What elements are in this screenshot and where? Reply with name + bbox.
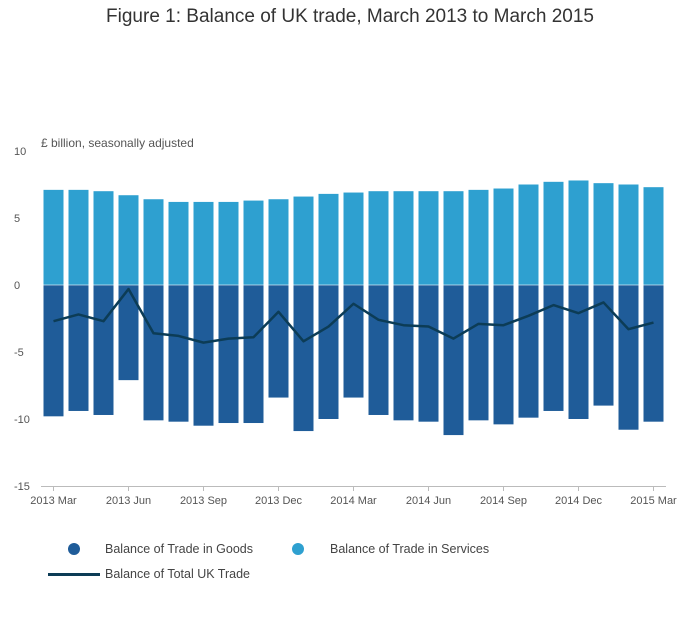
x-tick-label: 2014 Dec <box>555 495 603 507</box>
bar-goods <box>268 285 289 398</box>
chart-title: Figure 1: Balance of UK trade, March 201… <box>106 6 594 27</box>
bar-services <box>93 191 114 285</box>
bar-goods <box>243 285 264 424</box>
bar-goods <box>418 285 439 422</box>
legend-total-swatch <box>48 573 100 576</box>
x-tick-label: 2013 Dec <box>255 495 303 507</box>
bar-goods <box>143 285 164 421</box>
bar-goods <box>543 285 564 411</box>
y-tick-label: -15 <box>14 481 30 493</box>
bar-goods <box>518 285 539 418</box>
y-tick-label: 10 <box>14 146 26 158</box>
y-tick-label: -10 <box>14 414 30 426</box>
bar-goods <box>468 285 489 421</box>
x-tick-label: 2014 Jun <box>406 495 451 507</box>
legend-services-swatch <box>292 543 304 555</box>
y-tick-label: 5 <box>14 213 20 225</box>
bar-goods <box>343 285 364 398</box>
bar-services <box>118 195 139 285</box>
bar-services <box>568 180 589 285</box>
bar-goods <box>43 285 64 417</box>
x-tick-label: 2013 Jun <box>106 495 151 507</box>
bar-services <box>518 184 539 285</box>
bar-goods <box>293 285 314 432</box>
x-tick-label: 2015 Mar <box>630 495 677 507</box>
bar-goods <box>618 285 639 430</box>
bar-services <box>418 191 439 285</box>
bar-goods <box>643 285 664 422</box>
bar-services <box>393 191 414 285</box>
bar-goods <box>318 285 339 419</box>
bar-services <box>43 189 64 285</box>
bar-goods <box>593 285 614 406</box>
bar-goods <box>568 285 589 419</box>
bar-services <box>593 183 614 285</box>
bar-services <box>143 199 164 285</box>
bar-services <box>618 184 639 285</box>
bar-services <box>318 193 339 285</box>
x-tick-label: 2013 Sep <box>180 495 227 507</box>
bar-goods <box>218 285 239 424</box>
bar-goods <box>93 285 114 415</box>
bar-goods <box>443 285 464 436</box>
y-tick-label: 0 <box>14 280 20 292</box>
y-axis-unit-label: £ billion, seasonally adjusted <box>41 136 194 150</box>
bar-services <box>268 199 289 285</box>
bar-services <box>293 196 314 285</box>
bar-goods <box>168 285 189 422</box>
legend-total-label: Balance of Total UK Trade <box>105 567 250 581</box>
bar-services <box>443 191 464 285</box>
bar-services <box>543 181 564 285</box>
bar-services <box>218 201 239 285</box>
x-tick-label: 2014 Sep <box>480 495 527 507</box>
legend-goods-swatch <box>68 543 80 555</box>
bar-goods <box>368 285 389 415</box>
line-total-trade <box>53 287 654 344</box>
bar-services <box>368 191 389 285</box>
bar-goods <box>193 285 214 426</box>
bar-services <box>468 189 489 285</box>
bar-services <box>343 192 364 285</box>
bar-services <box>193 201 214 285</box>
bar-services <box>68 189 89 285</box>
y-tick-label: -5 <box>14 347 24 359</box>
bar-services <box>643 187 664 285</box>
bar-goods <box>493 285 514 425</box>
legend-services-label: Balance of Trade in Services <box>330 542 490 556</box>
bar-goods <box>68 285 89 411</box>
legend-goods-label: Balance of Trade in Goods <box>105 542 254 556</box>
bar-services <box>243 200 264 285</box>
bar-services <box>168 201 189 285</box>
bar-goods <box>393 285 414 421</box>
bar-services <box>493 188 514 285</box>
x-tick-label: 2014 Mar <box>330 495 377 507</box>
bar-goods <box>118 285 139 381</box>
x-tick-label: 2013 Mar <box>30 495 77 507</box>
